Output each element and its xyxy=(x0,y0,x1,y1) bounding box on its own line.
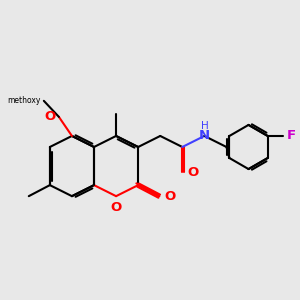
Text: F: F xyxy=(287,130,296,142)
Text: H: H xyxy=(200,121,208,131)
Text: O: O xyxy=(164,190,176,203)
Text: methoxy: methoxy xyxy=(8,96,41,105)
Text: O: O xyxy=(187,166,199,178)
Text: O: O xyxy=(45,110,56,123)
Text: O: O xyxy=(110,201,122,214)
Text: N: N xyxy=(199,130,210,142)
